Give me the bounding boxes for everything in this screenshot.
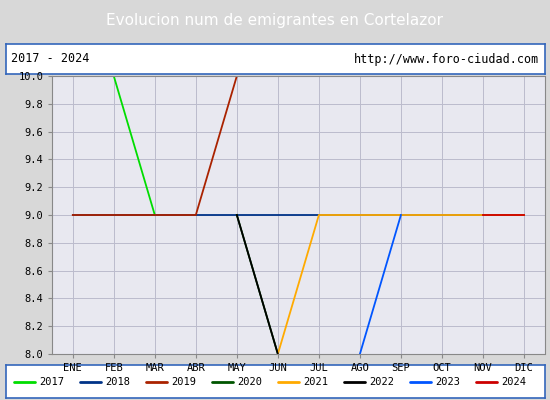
Text: 2018: 2018 [105,377,130,386]
Text: 2019: 2019 [171,377,196,386]
Text: http://www.foro-ciudad.com: http://www.foro-ciudad.com [354,52,539,66]
Text: Evolucion num de emigrantes en Cortelazor: Evolucion num de emigrantes en Cortelazo… [107,14,443,28]
Text: 2022: 2022 [369,377,394,386]
Text: 2024: 2024 [501,377,526,386]
Text: 2023: 2023 [435,377,460,386]
Text: 2020: 2020 [237,377,262,386]
Text: 2017 - 2024: 2017 - 2024 [11,52,89,66]
Text: 2021: 2021 [303,377,328,386]
Text: 2017: 2017 [39,377,64,386]
